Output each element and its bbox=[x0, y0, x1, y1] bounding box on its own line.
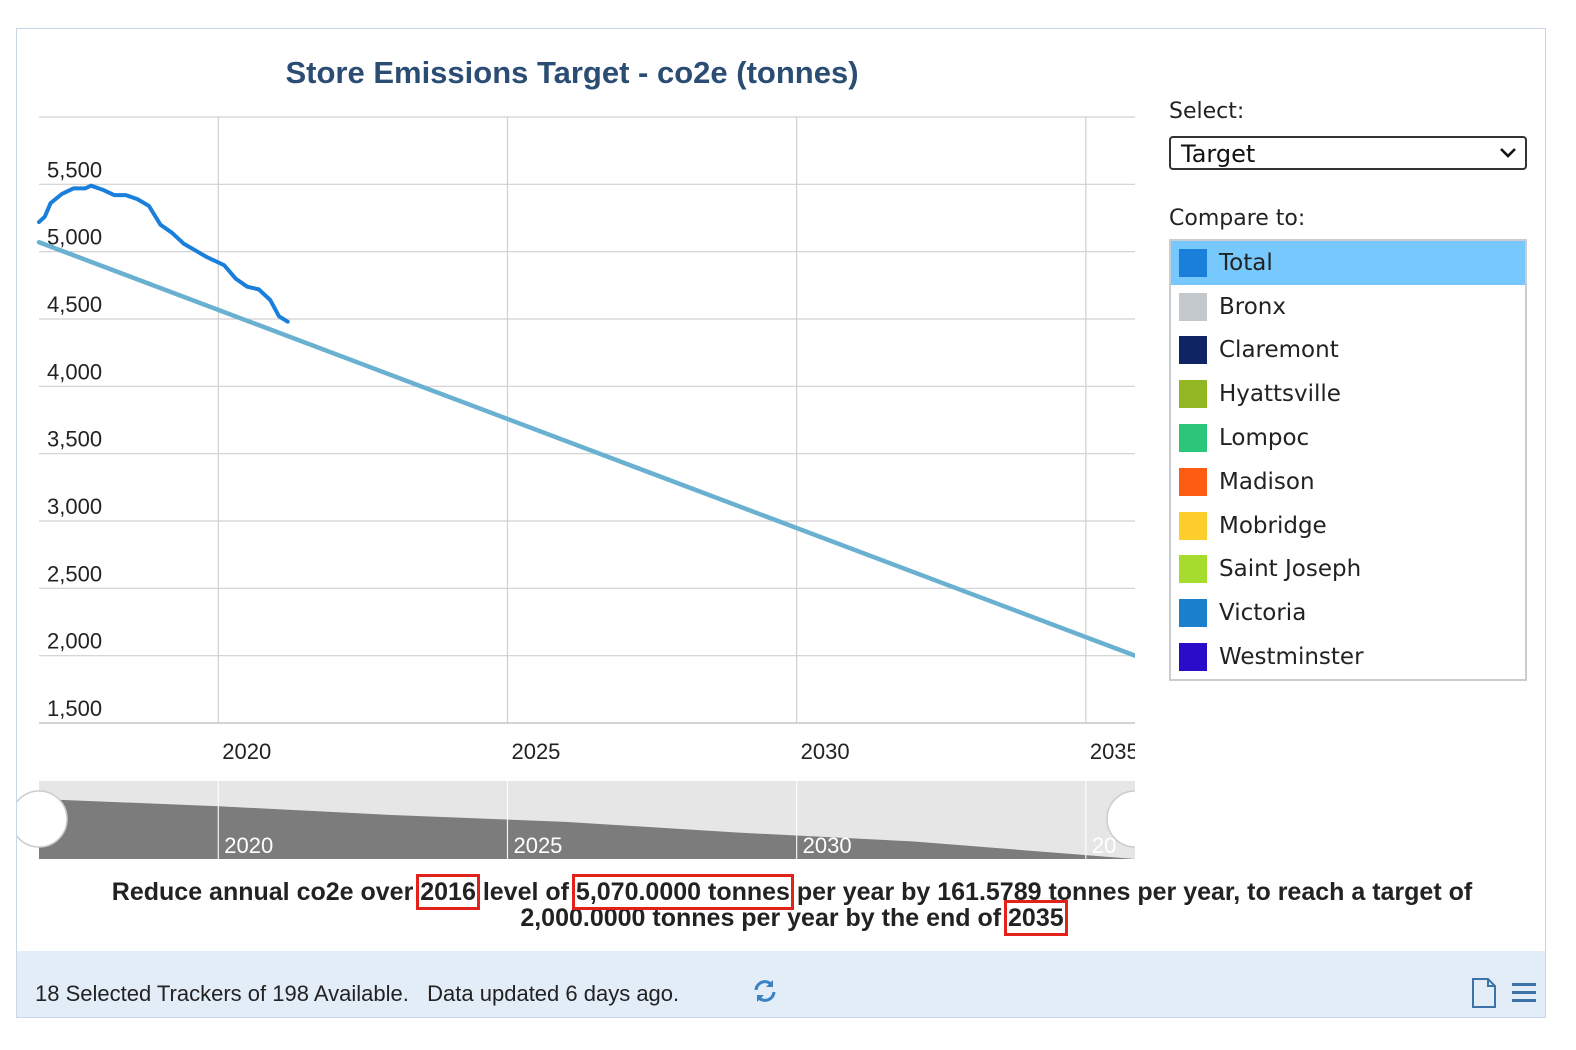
document-icon[interactable] bbox=[1471, 978, 1497, 1008]
metric-select-value: Target bbox=[1181, 140, 1256, 168]
compare-item-mobridge[interactable]: Mobridge bbox=[1171, 504, 1525, 548]
metric-select[interactable]: Target bbox=[1169, 136, 1527, 170]
color-swatch bbox=[1179, 467, 1207, 496]
compare-item-westminster[interactable]: Westminster bbox=[1171, 635, 1525, 679]
y-tick-label: 2,000 bbox=[47, 629, 102, 654]
color-swatch bbox=[1179, 336, 1207, 365]
refresh-icon[interactable] bbox=[751, 977, 779, 1005]
compare-item-label: Claremont bbox=[1219, 337, 1339, 364]
tracker-status: 18 Selected Trackers of 198 Available. D… bbox=[35, 981, 680, 1006]
color-swatch bbox=[1179, 599, 1207, 628]
desc-text-1: Reduce annual co2e over bbox=[111, 878, 421, 906]
color-swatch bbox=[1179, 292, 1207, 321]
color-swatch bbox=[1179, 248, 1207, 277]
compare-item-lompoc[interactable]: Lompoc bbox=[1171, 416, 1525, 460]
desc-year-end: 2035 bbox=[1004, 900, 1068, 936]
y-tick-label: 3,000 bbox=[47, 494, 102, 519]
color-swatch bbox=[1179, 643, 1207, 672]
series-lines bbox=[36, 183, 1138, 658]
navigator-tick-label: 2025 bbox=[513, 833, 562, 858]
desc-text-2: level of bbox=[475, 878, 576, 906]
x-tick-label: 2030 bbox=[801, 739, 850, 764]
compare-item-hyattsville[interactable]: Hyattsville bbox=[1171, 372, 1525, 416]
compare-item-saint-joseph[interactable]: Saint Joseph bbox=[1171, 548, 1525, 592]
x-tick-label: 2020 bbox=[222, 739, 271, 764]
series-line-target bbox=[36, 239, 1138, 658]
compare-item-bronx[interactable]: Bronx bbox=[1171, 285, 1525, 329]
compare-item-madison[interactable]: Madison bbox=[1171, 460, 1525, 504]
compare-item-label: Saint Joseph bbox=[1219, 556, 1362, 583]
compare-list[interactable]: Total Bronx Claremont Hyattsville Lompoc Madi… bbox=[1169, 239, 1527, 681]
compare-label: Compare to: bbox=[1169, 206, 1306, 231]
target-description: Reduce annual co2e over 2016 level of 5,… bbox=[57, 874, 1527, 936]
color-swatch bbox=[1179, 555, 1207, 584]
x-axis-labels: 2020 2025 2030 2035 bbox=[222, 739, 1138, 764]
y-axis-labels: 1,500 2,000 2,500 3,000 3,500 4,000 4,500 5,000… bbox=[47, 157, 102, 721]
color-swatch bbox=[1179, 380, 1207, 409]
compare-item-label: Hyattsville bbox=[1219, 381, 1341, 408]
footer-bar: 18 Selected Trackers of 198 Available. D… bbox=[17, 951, 1545, 1017]
y-tick-label: 3,500 bbox=[47, 427, 102, 452]
compare-item-claremont[interactable]: Claremont bbox=[1171, 329, 1525, 373]
series-line-total bbox=[37, 183, 290, 324]
navigator-area bbox=[39, 799, 1135, 859]
y-tick-label: 4,000 bbox=[47, 359, 102, 384]
chart-title: Store Emissions Target - co2e (tonnes) bbox=[285, 55, 859, 90]
color-swatch bbox=[1179, 511, 1207, 540]
chart-panel: Store Emissions Target - co2e (tonnes) 1… bbox=[16, 28, 1546, 1018]
compare-item-total[interactable]: Total bbox=[1171, 241, 1525, 285]
desc-text-3: per year by 161.5789 tonnes per year, to… bbox=[520, 878, 1473, 932]
compare-item-victoria[interactable]: Victoria bbox=[1171, 591, 1525, 635]
range-navigator[interactable]: 2020 2025 2030 20 bbox=[17, 29, 1157, 869]
plot-right-mask bbox=[1135, 29, 1157, 869]
y-tick-label: 5,000 bbox=[47, 225, 102, 250]
menu-icon[interactable] bbox=[1511, 981, 1537, 1005]
navigator-left-handle[interactable] bbox=[17, 790, 68, 848]
color-swatch bbox=[1179, 424, 1207, 453]
y-tick-label: 4,500 bbox=[47, 292, 102, 317]
compare-item-label: Madison bbox=[1219, 468, 1315, 495]
y-tick-label: 1,500 bbox=[47, 696, 102, 721]
y-tick-label: 2,500 bbox=[47, 561, 102, 586]
compare-item-label: Victoria bbox=[1219, 600, 1307, 627]
compare-item-label: Bronx bbox=[1219, 293, 1286, 320]
x-tick-label: 2025 bbox=[511, 739, 560, 764]
navigator-tick-label: 2020 bbox=[224, 833, 273, 858]
compare-item-label: Total bbox=[1219, 249, 1273, 276]
emissions-chart: 1,500 2,000 2,500 3,000 3,500 4,000 4,500 5,000… bbox=[17, 29, 1157, 869]
y-tick-label: 5,500 bbox=[47, 157, 102, 182]
side-panel: Select: Target Compare to: Total Bronx Cla… bbox=[1169, 99, 1527, 681]
desc-level: 5,070.0000 tonnes bbox=[571, 874, 794, 910]
x-tick-label: 2035 bbox=[1090, 739, 1139, 764]
compare-item-label: Westminster bbox=[1219, 644, 1364, 671]
compare-item-label: Lompoc bbox=[1219, 425, 1310, 452]
grid-lines bbox=[39, 116, 1135, 724]
compare-item-label: Mobridge bbox=[1219, 512, 1327, 539]
navigator-tick-label: 2030 bbox=[803, 833, 852, 858]
desc-year-start: 2016 bbox=[416, 874, 480, 910]
navigator-tick-label: 20 bbox=[1092, 833, 1116, 858]
chevron-down-icon bbox=[1500, 148, 1516, 158]
select-label: Select: bbox=[1169, 99, 1245, 124]
